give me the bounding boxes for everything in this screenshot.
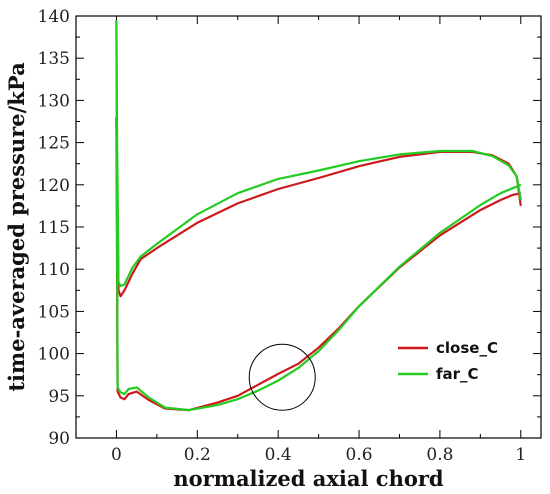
series-lines <box>115 20 522 412</box>
x-tick-label: 0 <box>111 445 122 465</box>
legend: close_C far_C <box>398 339 498 383</box>
series-line-close_C-upper <box>115 117 522 298</box>
series-line-close_C-lower <box>115 117 522 412</box>
y-tick-label: 100 <box>38 345 70 365</box>
annotations <box>248 343 316 411</box>
y-tick-label: 90 <box>48 429 70 449</box>
x-tick-label: 0.6 <box>346 445 373 465</box>
x-tick-label: 0.8 <box>426 445 453 465</box>
y-tick-label: 115 <box>38 218 70 238</box>
annotation-circle <box>248 343 316 411</box>
y-tick-label: 120 <box>38 176 70 196</box>
axes: 90 95 100 105 110 115 120 125 130 135 140 0 0.2 0.4 0.… <box>38 7 542 465</box>
y-tick-label: 125 <box>38 134 70 154</box>
legend-label-close_C: close_C <box>436 339 498 357</box>
x-tick-label: 0.2 <box>184 445 211 465</box>
y-tick-label: 95 <box>48 387 70 407</box>
x-tick-label: 0.4 <box>265 445 292 465</box>
x-tick-label: 1 <box>515 445 526 465</box>
series-line-far_C-upper <box>115 20 522 288</box>
y-tick-label: 140 <box>38 7 70 27</box>
y-tick-label: 105 <box>38 302 70 322</box>
y-axis-title: time-averaged pressure/kPa <box>4 62 29 392</box>
legend-label-far_C: far_C <box>436 365 479 383</box>
y-tick-label: 130 <box>38 91 70 111</box>
y-tick-label: 110 <box>38 260 70 280</box>
x-axis-title: normalized axial chord <box>173 466 444 491</box>
series-line-far_C-lower <box>115 20 522 412</box>
y-tick-label: 135 <box>38 49 70 69</box>
